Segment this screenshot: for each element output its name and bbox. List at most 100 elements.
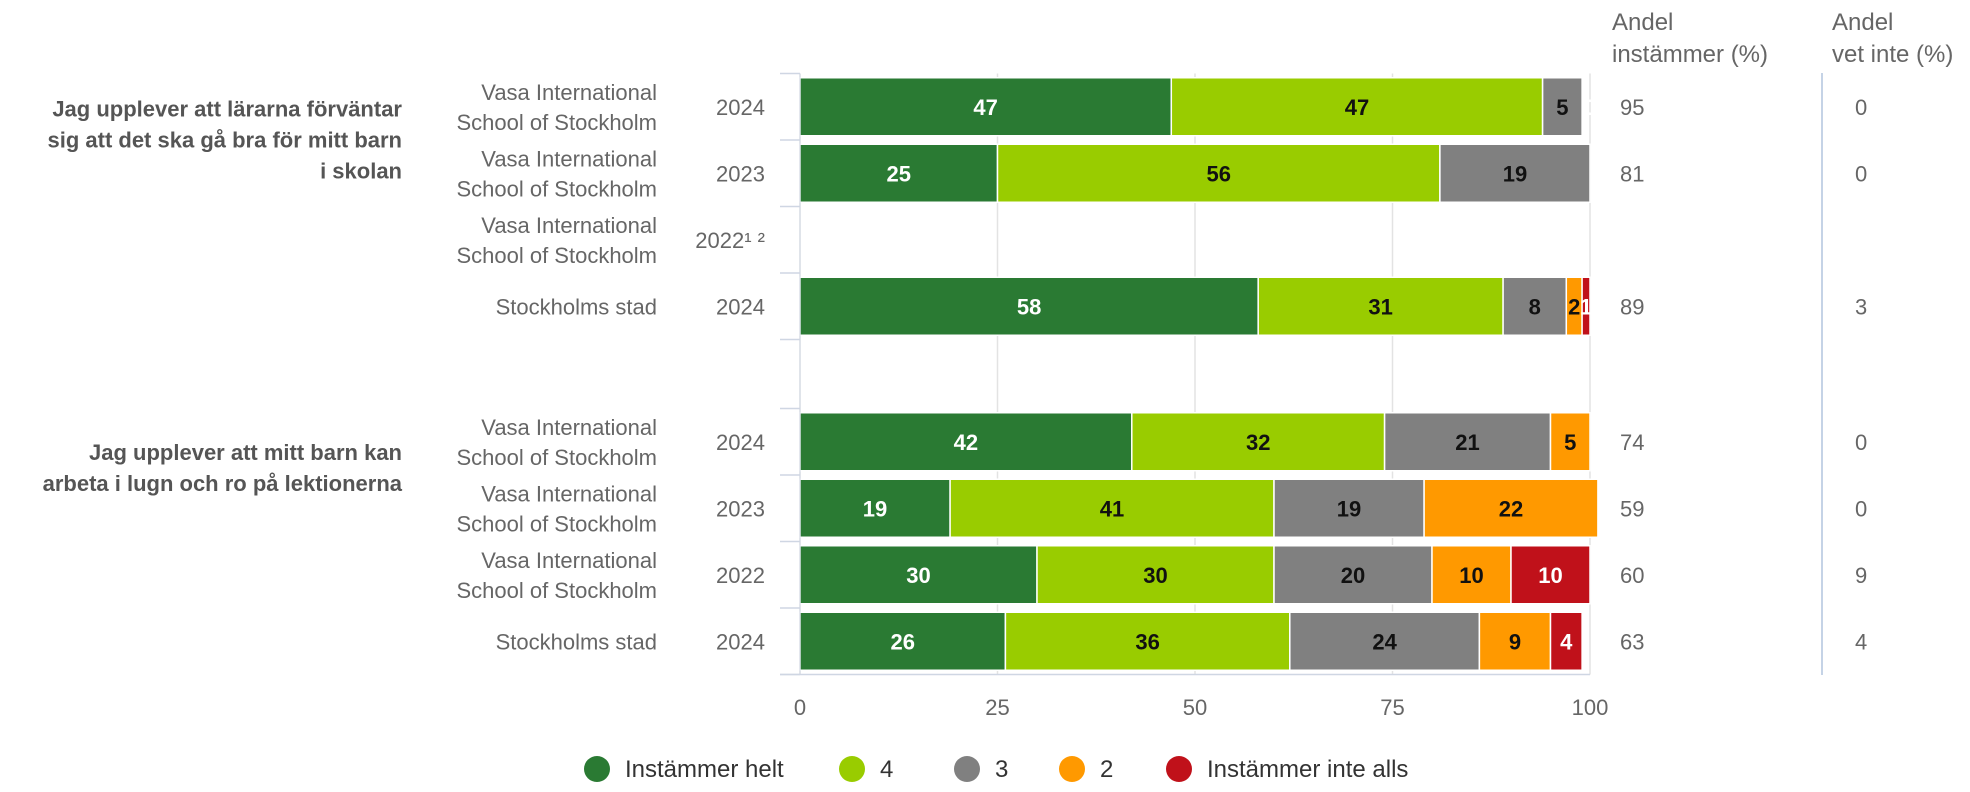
- legend-item-label[interactable]: Instämmer helt: [625, 756, 784, 783]
- data-label: 8: [1529, 294, 1541, 319]
- data-label: 20: [1341, 563, 1365, 588]
- share-dont-know-value: 0: [1855, 430, 1867, 455]
- data-label: 0: [1592, 430, 1604, 455]
- bar-segment: [799, 545, 1038, 605]
- bar-segment: [799, 611, 1007, 671]
- column-header-share-dont-know: Andel: [1832, 9, 1893, 36]
- column-header-share-agree: instämmer (%): [1612, 41, 1768, 68]
- x-tick-label: 0: [794, 695, 806, 720]
- unit-label: School of Stockholm: [456, 176, 657, 201]
- legend-item-label[interactable]: 4: [880, 756, 893, 783]
- share-agree-value: 74: [1620, 430, 1644, 455]
- unit-label: Vasa International: [481, 548, 657, 573]
- unit-label: School of Stockholm: [456, 578, 657, 603]
- data-label: 26: [890, 629, 914, 654]
- data-label: 2: [1568, 294, 1580, 319]
- data-label: 41: [1100, 496, 1124, 521]
- data-label: 19: [863, 496, 887, 521]
- data-label: 25: [887, 161, 911, 186]
- data-label: 42: [954, 430, 978, 455]
- year-label: 2024: [716, 95, 765, 120]
- legend-marker[interactable]: [1166, 756, 1192, 782]
- bar-segment: [1383, 412, 1552, 472]
- data-label: 21: [1455, 430, 1479, 455]
- year-label: 2023: [716, 161, 765, 186]
- column-header-share-dont-know: vet inte (%): [1832, 41, 1953, 68]
- data-label: 47: [973, 95, 997, 120]
- share-dont-know-value: 0: [1855, 161, 1867, 186]
- data-label: 22: [1499, 496, 1523, 521]
- data-label: 24: [1372, 629, 1397, 654]
- bar-segment: [799, 478, 951, 538]
- x-tick-label: 75: [1380, 695, 1404, 720]
- bar-segment: [1541, 77, 1583, 137]
- bar-segment: [1510, 545, 1591, 605]
- share-agree-value: 81: [1620, 161, 1644, 186]
- bar-segment: [1439, 143, 1591, 203]
- bar-segment: [949, 478, 1275, 538]
- unit-label: Vasa International: [481, 213, 657, 238]
- bar-segment: [1549, 412, 1591, 472]
- data-label: 0: [1592, 161, 1604, 186]
- question-label: Jag upplever att mitt barn kan: [89, 440, 402, 465]
- bar-segment: [1131, 412, 1386, 472]
- data-label: 58: [1017, 294, 1041, 319]
- legend-item-label[interactable]: Instämmer inte alls: [1207, 756, 1408, 783]
- bar-segment: [1423, 478, 1599, 538]
- unit-label: Stockholms stad: [496, 294, 657, 319]
- data-label: 56: [1206, 161, 1230, 186]
- share-dont-know-value: 9: [1855, 563, 1867, 588]
- year-label: 2022: [716, 563, 765, 588]
- unit-label: School of Stockholm: [456, 243, 657, 268]
- data-label: 0: [1584, 95, 1596, 120]
- data-label: 4: [1560, 629, 1573, 654]
- share-agree-value: 60: [1620, 563, 1644, 588]
- bar-segment: [1289, 611, 1481, 671]
- bar-segment: [799, 276, 1259, 336]
- data-label: 36: [1135, 629, 1159, 654]
- unit-label: Vasa International: [481, 146, 657, 171]
- bar-segment: [1257, 276, 1504, 336]
- share-agree-value: 63: [1620, 629, 1644, 654]
- x-tick-label: 50: [1183, 695, 1207, 720]
- column-header-share-agree: Andel: [1612, 9, 1673, 36]
- unit-label: Stockholms stad: [496, 629, 657, 654]
- year-label: 2024: [716, 430, 765, 455]
- data-label: 10: [1538, 563, 1562, 588]
- data-label: 5: [1564, 430, 1576, 455]
- data-label: 0: [1592, 161, 1604, 186]
- year-label: 2023: [716, 496, 765, 521]
- legend-item-label[interactable]: 2: [1100, 756, 1113, 783]
- data-label: 0: [1584, 95, 1596, 120]
- share-agree-value: 95: [1620, 95, 1644, 120]
- legend-marker[interactable]: [954, 756, 980, 782]
- question-label: sig att det ska gå bra för mitt barn: [47, 128, 402, 153]
- bar-segment: [1273, 478, 1425, 538]
- question-label: arbeta i lugn och ro på lektionerna: [43, 471, 403, 496]
- data-label: 19: [1337, 496, 1361, 521]
- share-dont-know-value: 4: [1855, 629, 1867, 654]
- question-label: Jag upplever att lärarna förväntar: [52, 97, 402, 122]
- bar-segment: [1273, 545, 1433, 605]
- unit-label: School of Stockholm: [456, 511, 657, 536]
- unit-label: Vasa International: [481, 80, 657, 105]
- year-label: 2024: [716, 629, 765, 654]
- x-tick-label: 100: [1572, 695, 1609, 720]
- year-label: 2022¹ ²: [695, 228, 765, 253]
- data-label: 10: [1459, 563, 1483, 588]
- legend-marker[interactable]: [839, 756, 865, 782]
- bar-segment: [1549, 611, 1583, 671]
- data-label: 30: [906, 563, 930, 588]
- legend-marker[interactable]: [1059, 756, 1085, 782]
- share-dont-know-value: 0: [1855, 95, 1867, 120]
- unit-label: School of Stockholm: [456, 445, 657, 470]
- question-label: i skolan: [320, 159, 402, 184]
- share-agree-value: 59: [1620, 496, 1644, 521]
- legend-item-label[interactable]: 3: [995, 756, 1008, 783]
- data-label: 32: [1246, 430, 1270, 455]
- bar-segment: [799, 412, 1133, 472]
- unit-label: Vasa International: [481, 415, 657, 440]
- legend-marker[interactable]: [584, 756, 610, 782]
- share-agree-value: 89: [1620, 294, 1644, 319]
